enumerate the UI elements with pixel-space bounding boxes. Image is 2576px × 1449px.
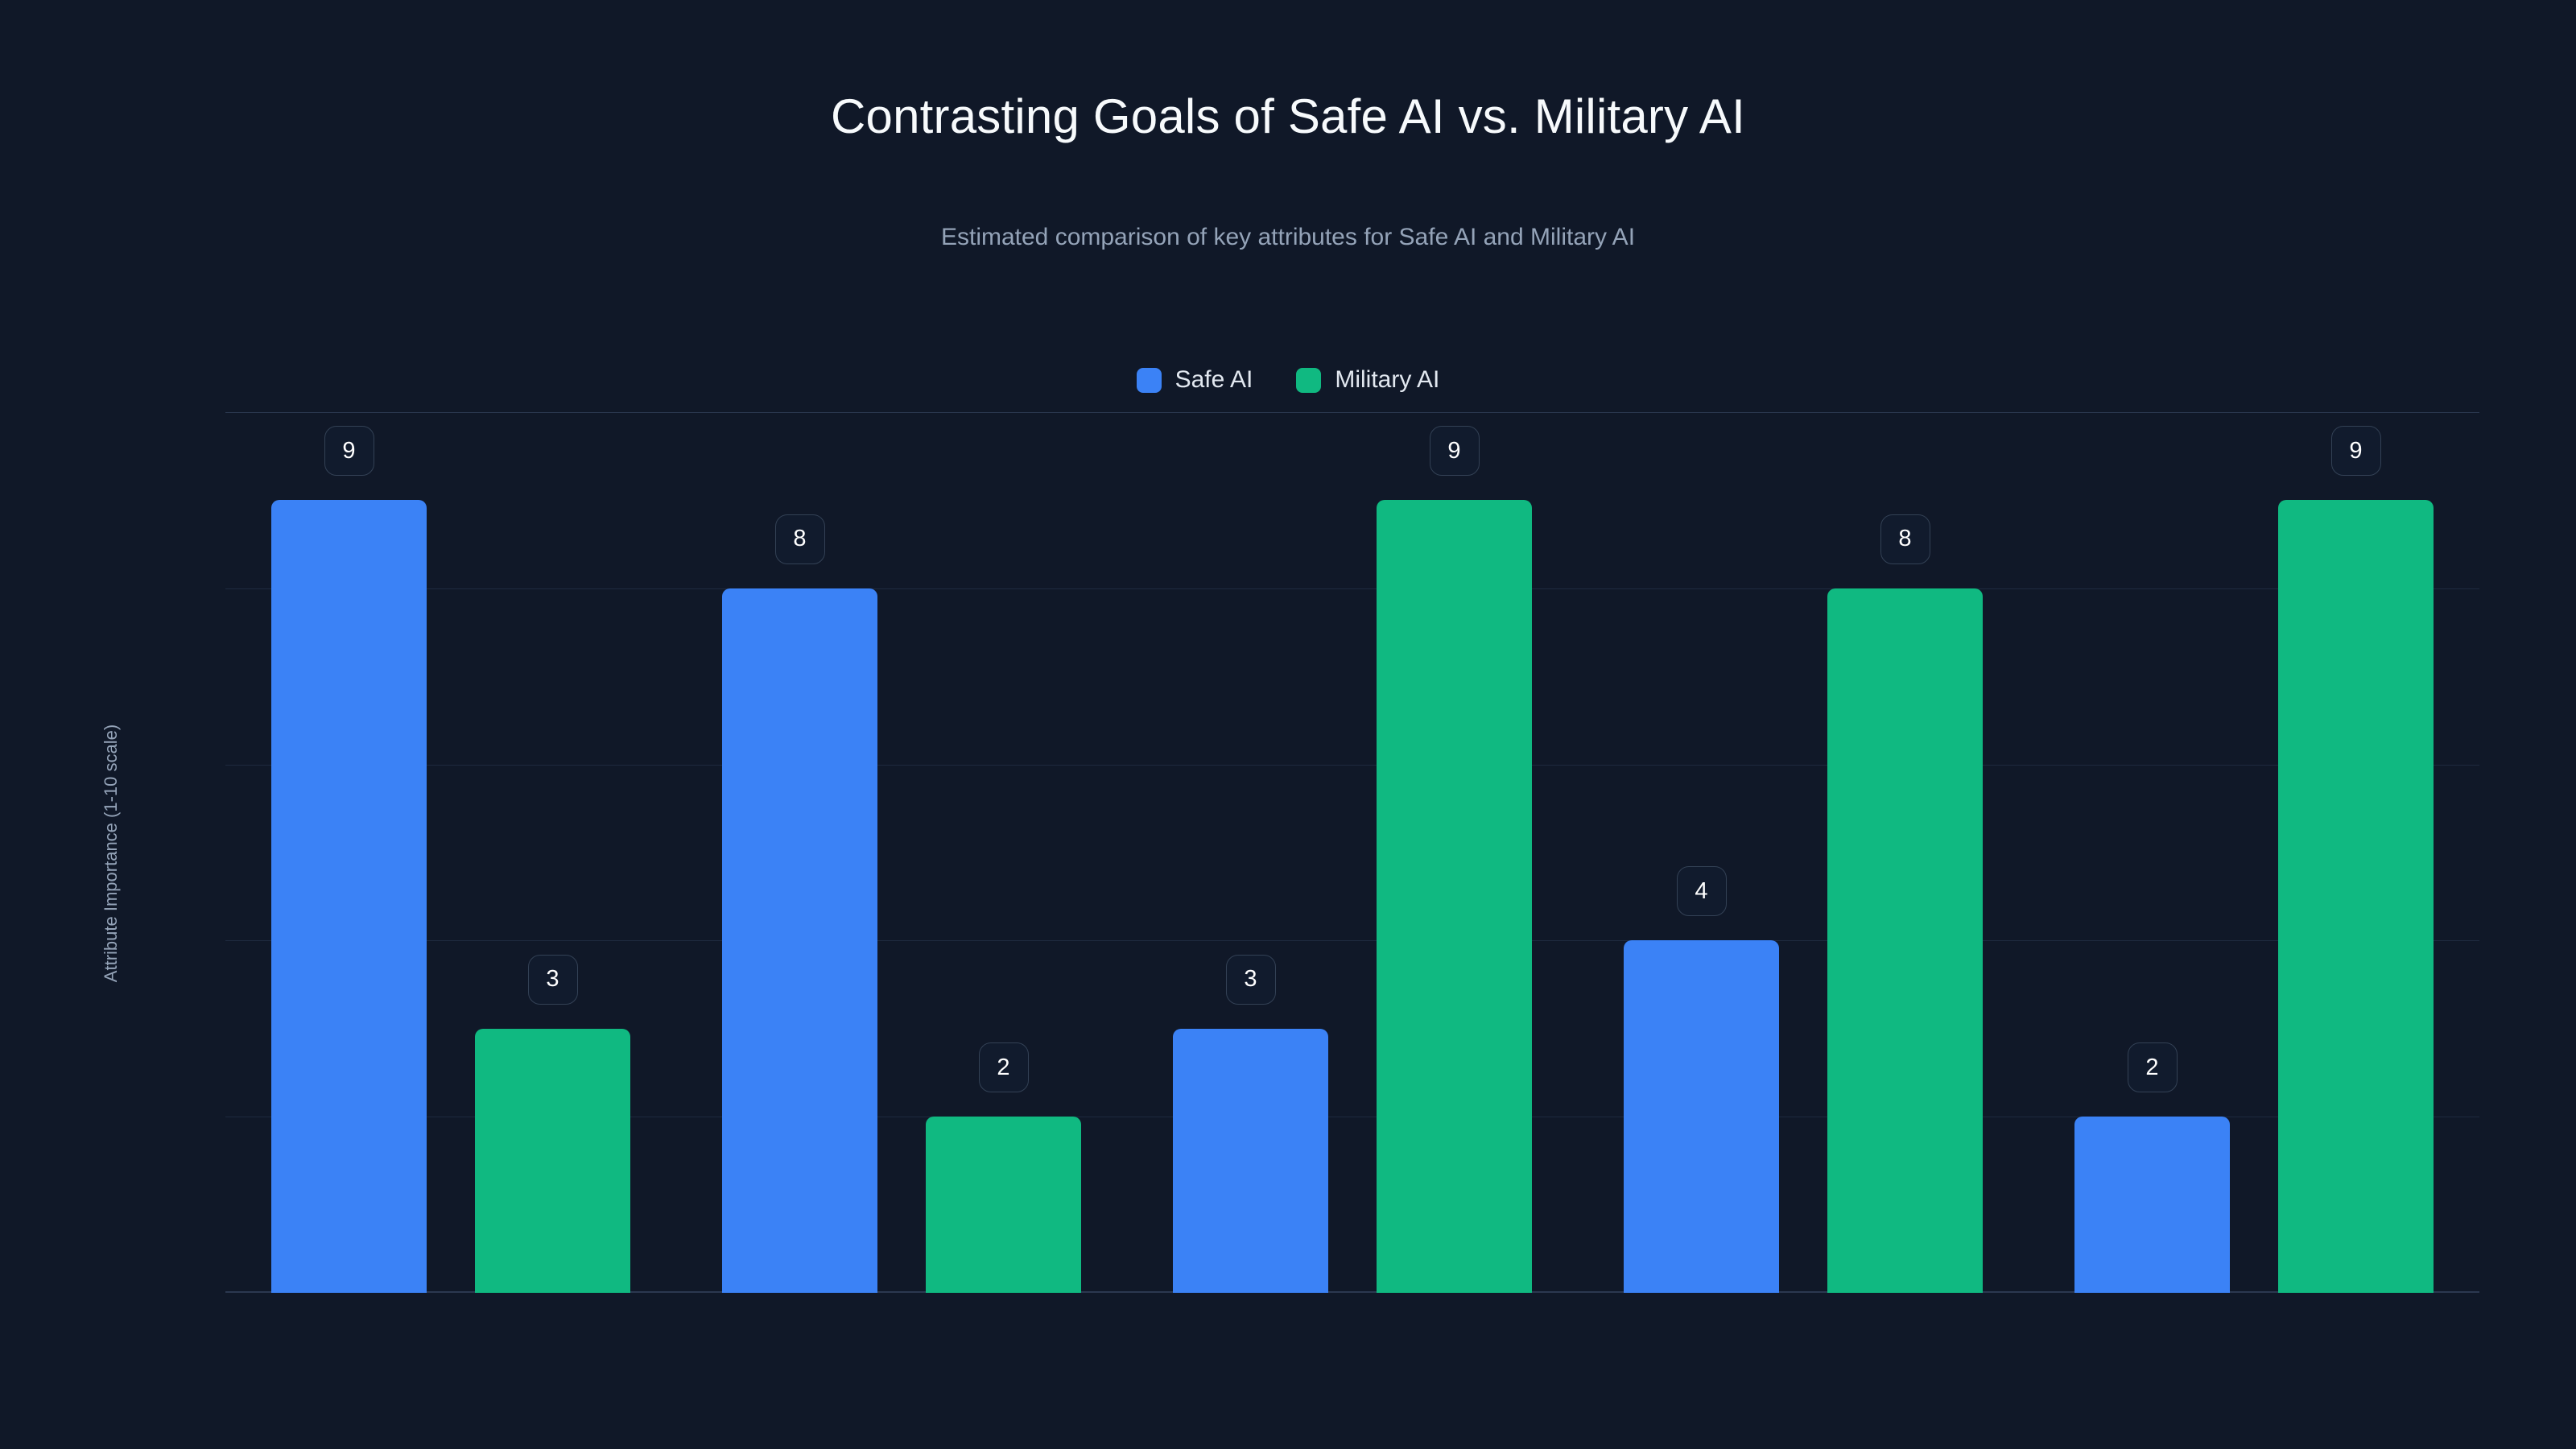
legend-swatch-icon [1136, 367, 1162, 393]
bar-human-oversight-safe-ai[interactable]: 8 [722, 412, 877, 1293]
bar-value-badge: 2 [978, 1042, 1029, 1093]
legend-item-safe-ai[interactable]: Safe AI [1136, 366, 1253, 394]
bar-value-badge: 9 [2330, 426, 2381, 477]
bar-value-badge: 3 [1225, 954, 1276, 1005]
gridline-y-8 [225, 588, 2479, 589]
page-title: Contrasting Goals of Safe AI vs. Militar… [831, 89, 1745, 143]
bar-value-badge: 2 [2127, 1042, 2178, 1093]
x-axis-line [225, 1291, 2479, 1293]
bar-rect [271, 500, 427, 1293]
gridline-y-10 [225, 412, 2479, 413]
bar-decisiveness-military-ai[interactable]: 9 [1377, 412, 1532, 1293]
bar-speed-safe-ai[interactable]: 4 [1624, 412, 1779, 1293]
bar-rect [2278, 500, 2434, 1293]
bar-rect [926, 1117, 1081, 1293]
plot-area: 024681093Safety82Human Oversight39Decisi… [225, 412, 2479, 1293]
bar-lethality-safe-ai[interactable]: 2 [2074, 412, 2230, 1293]
legend-swatch-icon [1296, 367, 1322, 393]
bar-human-oversight-military-ai[interactable]: 2 [926, 412, 1081, 1293]
bar-rect [1827, 588, 1983, 1293]
bar-value-badge: 8 [774, 514, 825, 564]
y-axis-title: Attribute Importance (1-10 scale) [101, 724, 121, 983]
legend-item-military-ai[interactable]: Military AI [1296, 366, 1439, 394]
gridline-y-4 [225, 940, 2479, 942]
bar-rect [1624, 940, 1779, 1293]
bar-speed-military-ai[interactable]: 8 [1827, 412, 1983, 1293]
bar-value-badge: 4 [1676, 866, 1727, 917]
bar-lethality-military-ai[interactable]: 9 [2278, 412, 2434, 1293]
bar-value-badge: 8 [1880, 514, 1930, 564]
bar-rect [722, 588, 877, 1293]
chart-legend: Safe AI Military AI [0, 366, 2576, 394]
bar-safety-safe-ai[interactable]: 9 [271, 412, 427, 1293]
bar-value-badge: 3 [527, 954, 578, 1005]
bar-decisiveness-safe-ai[interactable]: 3 [1173, 412, 1328, 1293]
legend-label: Safe AI [1174, 366, 1253, 393]
bar-rect [1173, 1028, 1328, 1293]
bar-value-badge: 9 [324, 426, 374, 477]
page-subtitle: Estimated comparison of key attributes f… [940, 224, 1636, 250]
bar-value-badge: 9 [1429, 426, 1480, 477]
bar-rect [475, 1028, 630, 1293]
bar-safety-military-ai[interactable]: 3 [475, 412, 630, 1293]
legend-label: Military AI [1335, 366, 1440, 393]
bar-rect [2074, 1117, 2230, 1293]
bar-rect [1377, 500, 1532, 1293]
gridline-y-6 [225, 764, 2479, 766]
